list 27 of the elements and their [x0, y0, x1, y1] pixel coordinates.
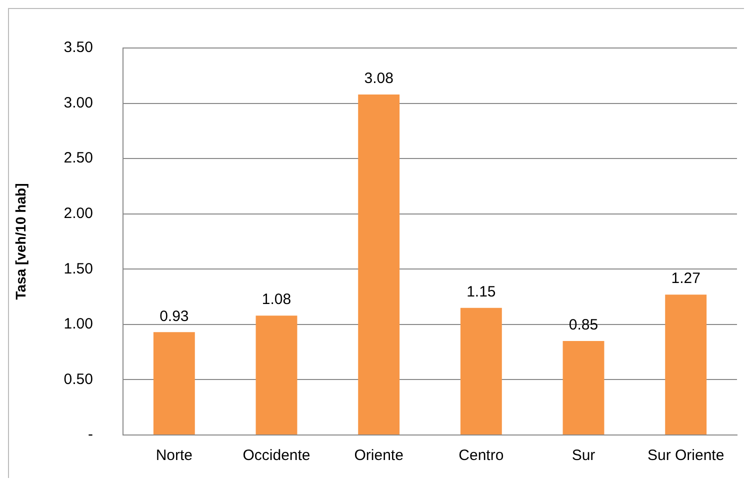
y-tick-label: 2.00 [64, 205, 93, 222]
data-label: 1.15 [466, 283, 496, 300]
data-label: 1.08 [262, 291, 292, 308]
x-tick-label: Sur Oriente [647, 447, 724, 464]
y-tick-label: 2.50 [64, 150, 93, 167]
x-tick-label: Occidente [242, 447, 310, 464]
y-tick-label: 1.50 [64, 260, 93, 278]
data-label: 3.08 [364, 70, 394, 88]
bar [460, 308, 502, 434]
bar [153, 332, 195, 434]
data-label: 0.85 [568, 316, 598, 334]
y-tick-label: 3.50 [64, 39, 93, 56]
bar [665, 294, 707, 434]
bar [256, 316, 298, 434]
data-label: 0.93 [160, 308, 189, 325]
y-tick-label: 1.00 [64, 316, 93, 333]
data-label: 1.27 [671, 270, 700, 288]
x-tick-label: Sur [572, 447, 596, 464]
y-tick-label: - [88, 426, 93, 444]
bar [562, 341, 604, 434]
x-tick-label: Oriente [354, 447, 404, 464]
y-tick-label: 3.00 [64, 94, 93, 112]
bar [358, 94, 400, 434]
x-tick-label: Centro [458, 447, 504, 464]
y-axis-title: Tasa [veh/10 hab] [12, 183, 28, 300]
x-tick-label: Norte [156, 447, 193, 464]
y-tick-label: 0.50 [64, 370, 93, 388]
